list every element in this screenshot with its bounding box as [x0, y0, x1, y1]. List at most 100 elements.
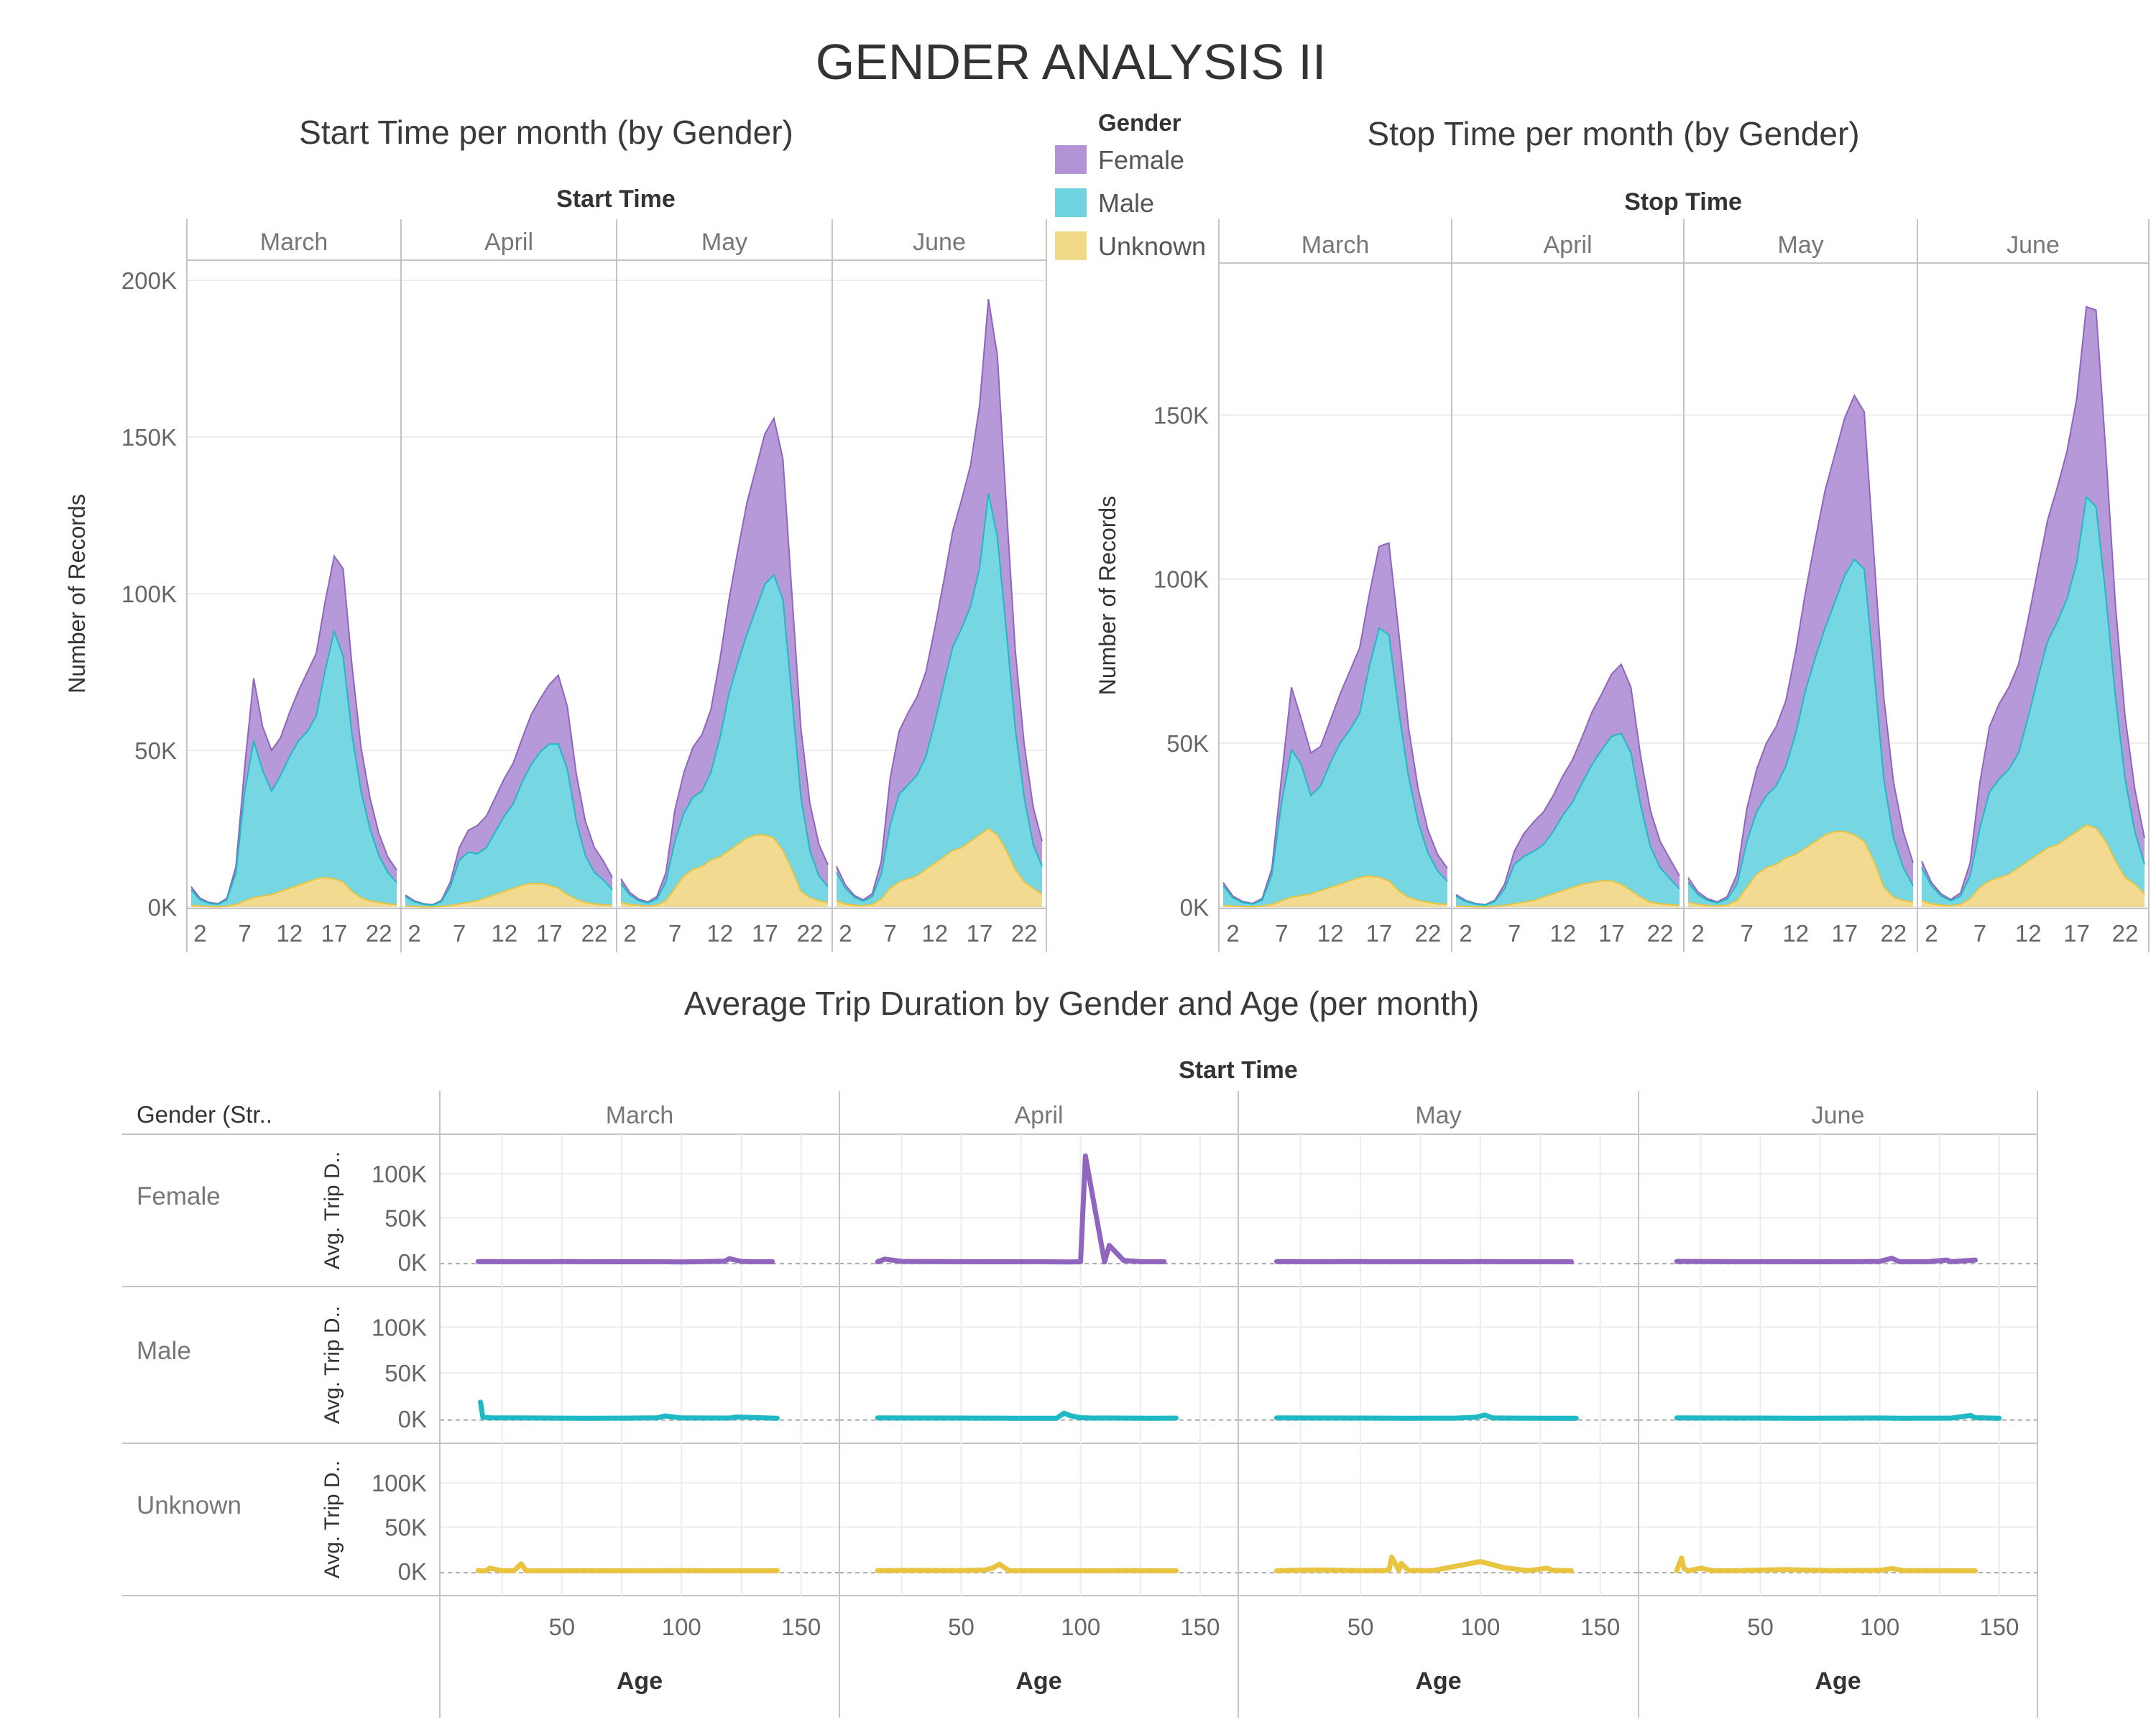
- y-tick-label: 50K: [384, 1205, 427, 1232]
- x-tick-label: 22: [1880, 920, 1907, 947]
- female-area-edge: [190, 554, 397, 905]
- female-area: [1688, 395, 1913, 903]
- legend-label-female[interactable]: Female: [1098, 145, 1184, 175]
- male-area-edge: [620, 573, 829, 904]
- x-tick-label: 12: [706, 920, 733, 947]
- x-tick-label: 17: [536, 920, 563, 947]
- female-duration-line: [475, 1256, 775, 1265]
- x-tick-label: 2: [1691, 920, 1704, 947]
- x-tick-label: 17: [752, 920, 778, 947]
- unknown-duration-line: [875, 1561, 1179, 1573]
- legend-swatch-female: [1055, 145, 1087, 174]
- y-tick-label: 100K: [372, 1314, 427, 1340]
- x-tick-label: 7: [1275, 920, 1288, 947]
- y-tick-label: 0K: [398, 1558, 427, 1585]
- dashboard-title: GENDER ANALYSIS II: [816, 34, 1327, 90]
- male-area-edge: [1921, 495, 2145, 902]
- month-header-june: June: [2007, 231, 2060, 259]
- female-area: [837, 299, 1042, 901]
- unknown-area: [1922, 824, 2145, 907]
- male-area: [1456, 733, 1680, 907]
- row-header: Gender (Str..: [137, 1101, 272, 1128]
- male-area-edge: [1455, 732, 1680, 906]
- male-area-edge: [405, 743, 613, 906]
- female-area-edge: [405, 673, 613, 906]
- male-area: [405, 744, 612, 907]
- chart-title: Start Time per month (by Gender): [299, 114, 793, 151]
- gender-legend[interactable]: Gender Female Male Unknown: [1055, 109, 1206, 261]
- legend-label-unknown[interactable]: Unknown: [1098, 231, 1206, 261]
- column-header: Start Time: [556, 185, 676, 213]
- x-tick-label: 2: [1226, 920, 1239, 947]
- unknown-area: [837, 829, 1042, 907]
- female-area: [1922, 306, 2145, 901]
- y-tick-label: 0K: [398, 1249, 427, 1276]
- x-tick-label: 12: [2015, 920, 2042, 947]
- y-axis-label: Avg. Trip D..: [321, 1306, 344, 1425]
- y-tick-label: 50K: [134, 737, 177, 764]
- chart-title: Stop Time per month (by Gender): [1367, 115, 1859, 152]
- start-time-chart: Start Time per month (by Gender) Start Ti…: [64, 114, 1047, 952]
- y-axis-label: Number of Records: [1095, 496, 1120, 695]
- male-area: [191, 631, 397, 907]
- x-tick-label: 150: [781, 1614, 821, 1640]
- legend-swatch-unknown: [1055, 231, 1087, 260]
- x-tick-label: 150: [1180, 1614, 1220, 1640]
- female-area-edge: [1455, 663, 1680, 906]
- month-header-may: May: [701, 229, 747, 256]
- legend-label-male[interactable]: Male: [1098, 188, 1154, 218]
- female-area: [405, 675, 612, 906]
- x-axis-label: Age: [1815, 1668, 1861, 1695]
- y-axis-label: Avg. Trip D..: [321, 1151, 344, 1270]
- x-tick-label: 22: [1011, 920, 1038, 947]
- unknown-duration-line: [475, 1561, 780, 1574]
- y-tick-label: 50K: [384, 1514, 427, 1541]
- x-tick-label: 7: [453, 920, 466, 947]
- x-tick-label: 17: [321, 920, 348, 947]
- x-tick-label: 22: [366, 920, 392, 947]
- legend-swatch-male: [1055, 188, 1087, 217]
- x-tick-label: 7: [1740, 920, 1753, 947]
- x-tick-label: 17: [967, 920, 993, 947]
- female-duration-line: [875, 1153, 1167, 1265]
- unknown-duration-line: [1674, 1555, 1978, 1573]
- x-tick-label: 7: [1973, 920, 1986, 947]
- x-tick-label: 17: [1598, 920, 1625, 947]
- male-area: [1223, 628, 1447, 907]
- stop-time-chart: Stop Time per month (by Gender) Stop Time…: [1095, 115, 2150, 952]
- trip-duration-chart: Average Trip Duration by Gender and Age …: [122, 985, 2038, 1718]
- x-tick-label: 12: [1782, 920, 1809, 947]
- x-tick-label: 150: [1979, 1614, 2019, 1640]
- female-area: [191, 556, 397, 905]
- male-area-edge: [190, 628, 397, 906]
- male-duration-line: [478, 1399, 780, 1421]
- x-tick-label: 2: [623, 920, 636, 947]
- y-tick-label: 150K: [1153, 402, 1209, 429]
- x-tick-label: 12: [491, 920, 517, 947]
- x-tick-label: 22: [797, 920, 824, 947]
- x-tick-label: 2: [839, 920, 852, 947]
- x-tick-label: 7: [238, 920, 251, 947]
- x-axis-label: Age: [617, 1668, 663, 1695]
- female-area-edge: [836, 299, 1043, 901]
- x-tick-label: 2: [1459, 920, 1472, 947]
- x-tick-label: 7: [668, 920, 681, 947]
- x-tick-label: 17: [2063, 920, 2090, 947]
- x-tick-label: 2: [193, 920, 206, 947]
- x-tick-label: 2: [1925, 920, 1938, 947]
- x-tick-label: 17: [1831, 920, 1858, 947]
- x-tick-label: 17: [1366, 920, 1393, 947]
- x-tick-label: 2: [407, 920, 420, 947]
- unknown-area: [1456, 880, 1680, 907]
- female-area: [1456, 664, 1680, 906]
- x-tick-label: 50: [548, 1614, 575, 1640]
- row-label-female: Female: [137, 1182, 221, 1210]
- month-header-april: April: [1014, 1102, 1063, 1129]
- unknown-area-edge: [190, 876, 397, 908]
- x-tick-label: 50: [1348, 1614, 1374, 1640]
- y-tick-label: 100K: [372, 1470, 427, 1496]
- male-area: [1688, 559, 1913, 906]
- y-tick-label: 0K: [1180, 894, 1209, 921]
- month-header-may: May: [1415, 1102, 1461, 1129]
